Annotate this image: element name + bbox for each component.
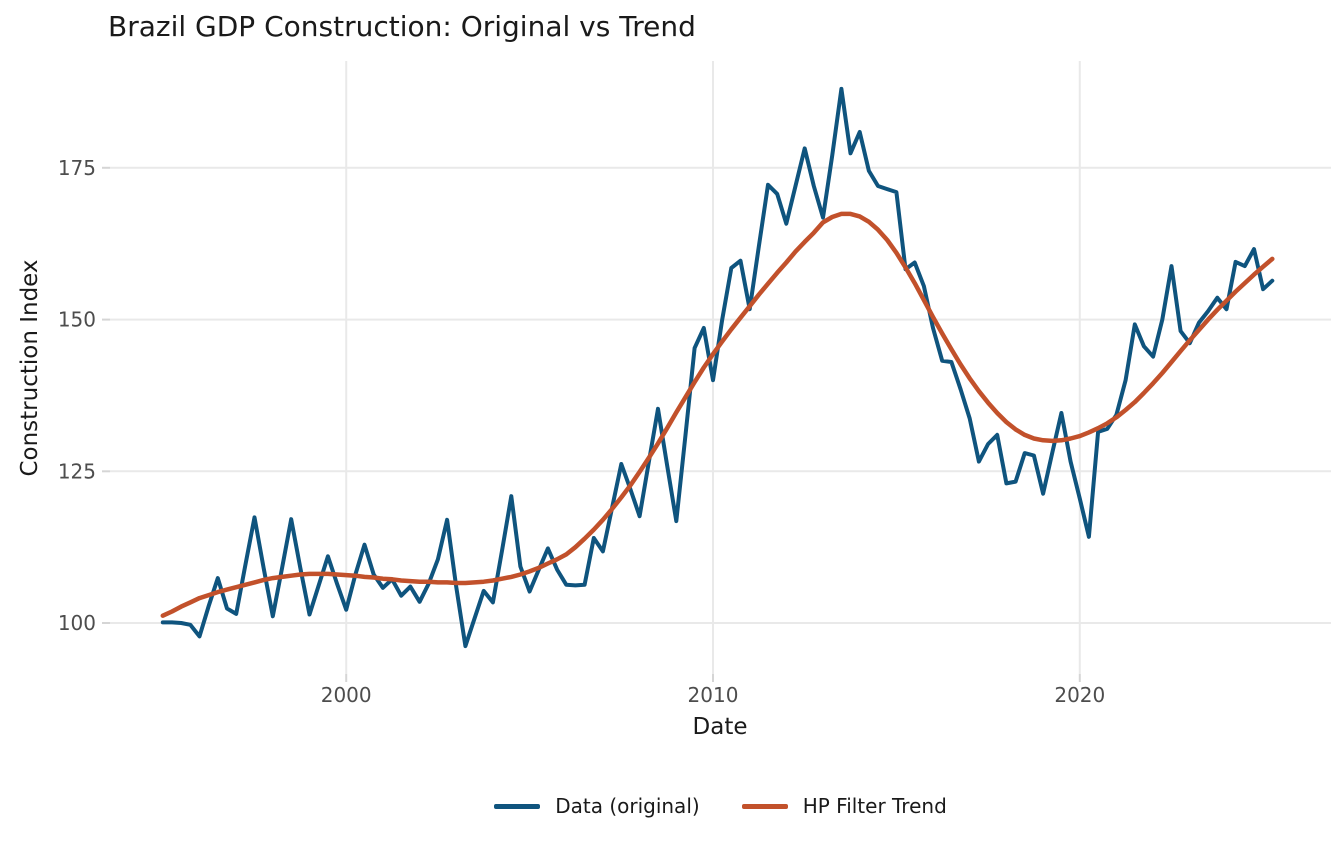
chart-title: Brazil GDP Construction: Original vs Tre… xyxy=(108,10,696,43)
y-tick-label: 100 xyxy=(58,611,96,635)
x-tick-label: 2000 xyxy=(321,683,372,707)
y-tick-label: 150 xyxy=(58,308,96,332)
legend-line-swatch-original xyxy=(494,803,541,809)
x-tick-label: 2010 xyxy=(688,683,739,707)
legend-item-trend: HP Filter Trend xyxy=(741,794,947,818)
y-tick-label: 175 xyxy=(58,156,96,180)
y-axis-label: Construction Index xyxy=(17,259,43,477)
original-data-line xyxy=(160,86,1275,649)
x-axis-label: Date xyxy=(692,714,748,740)
legend: Data (original) HP Filter Trend xyxy=(110,794,1331,818)
y-tick-label: 125 xyxy=(58,459,96,483)
legend-item-original: Data (original) xyxy=(494,794,700,818)
legend-label-original: Data (original) xyxy=(555,794,700,818)
hp-trend-line xyxy=(160,211,1275,618)
legend-label-trend: HP Filter Trend xyxy=(802,794,947,818)
x-tick-label: 2020 xyxy=(1054,683,1105,707)
legend-line-swatch-trend xyxy=(741,803,788,809)
